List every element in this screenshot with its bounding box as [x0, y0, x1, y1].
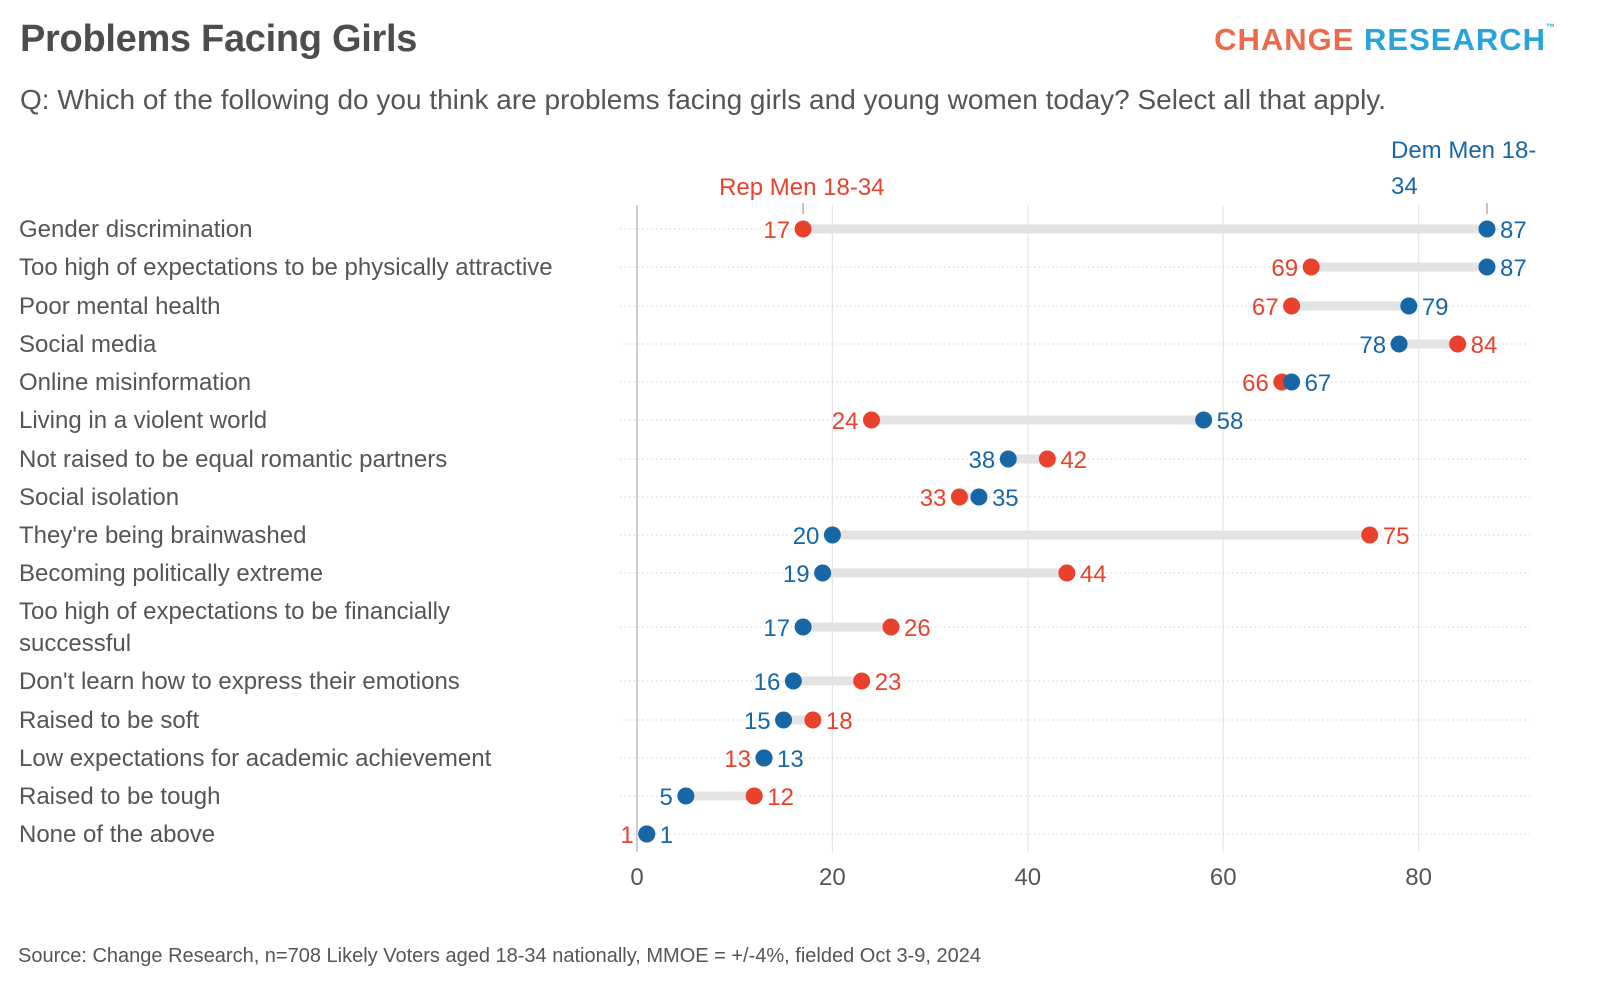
chart-subtitle: Q: Which of the following do you think a… — [20, 84, 1387, 115]
dem-dot — [1478, 220, 1496, 238]
dem-value-label: 16 — [754, 669, 781, 696]
dem-value-label: 20 — [793, 523, 820, 550]
dem-value-label: 58 — [1217, 408, 1244, 435]
rep-dot — [1038, 450, 1056, 468]
category-label: successful — [19, 630, 131, 657]
dem-dot — [1390, 335, 1408, 353]
dem-value-label: 79 — [1422, 294, 1449, 321]
dem-series-label: Dem Men 18- — [1391, 137, 1536, 164]
category-label: Too high of expectations to be physicall… — [19, 254, 553, 281]
category-label: Social media — [19, 331, 157, 358]
chart-title: Problems Facing Girls — [20, 18, 418, 60]
dem-dot — [814, 564, 832, 582]
rep-dot — [745, 787, 763, 805]
rep-value-label: 33 — [920, 485, 947, 512]
rep-value-label: 26 — [904, 615, 931, 642]
logo-trademark: ™ — [1546, 22, 1556, 32]
dem-dot — [638, 825, 656, 843]
rep-dot — [804, 711, 822, 729]
rep-dot — [882, 618, 900, 636]
logo-word-research: RESEARCH — [1364, 22, 1546, 57]
dem-series-label: 34 — [1391, 173, 1418, 200]
rep-series-label: Rep Men 18-34 — [719, 174, 884, 201]
logo-word-change: CHANGE — [1214, 22, 1355, 57]
dem-value-label: 17 — [763, 615, 790, 642]
rep-value-label: 44 — [1080, 561, 1107, 588]
category-label: They're being brainwashed — [19, 522, 306, 549]
category-label: Social isolation — [19, 484, 179, 511]
dem-value-label: 35 — [992, 485, 1019, 512]
dem-dot — [1478, 258, 1496, 276]
rep-dot — [1361, 526, 1379, 544]
rep-value-label: 24 — [832, 408, 859, 435]
rep-dot — [1449, 335, 1467, 353]
rep-value-label: 84 — [1471, 332, 1498, 359]
category-label: Raised to be soft — [19, 707, 199, 734]
dem-dot — [755, 749, 773, 767]
x-tick-label: 20 — [819, 864, 846, 891]
rep-value-label: 69 — [1271, 255, 1298, 282]
rep-value-label: 18 — [826, 708, 853, 735]
rep-value-label: 66 — [1242, 370, 1269, 397]
category-label: Poor mental health — [19, 293, 220, 320]
source-note: Source: Change Research, n=708 Likely Vo… — [18, 945, 981, 967]
dem-dot — [677, 787, 695, 805]
dem-dot — [1283, 373, 1301, 391]
x-tick-label: 0 — [630, 864, 643, 891]
dem-dot — [970, 488, 988, 506]
rep-value-label: 17 — [763, 217, 790, 244]
dem-value-label: 87 — [1500, 217, 1527, 244]
rep-dot — [853, 672, 871, 690]
rep-dot — [862, 411, 880, 429]
category-label: Raised to be tough — [19, 783, 220, 810]
rep-value-label: 1 — [620, 822, 633, 849]
dem-value-label: 78 — [1359, 332, 1386, 359]
rep-value-label: 12 — [767, 784, 794, 811]
dem-value-label: 15 — [744, 708, 771, 735]
dumbbell-chart: 0 20 40 60 80 Gender discrimination 17 87 Too hi… — [19, 137, 1536, 891]
rep-value-label: 75 — [1383, 523, 1410, 550]
category-label: Low expectations for academic achievemen… — [19, 745, 492, 772]
rep-dot — [794, 220, 812, 238]
dem-dot — [823, 526, 841, 544]
rep-value-label: 42 — [1060, 447, 1087, 474]
rep-value-label: 13 — [724, 746, 751, 773]
x-tick-label: 60 — [1210, 864, 1237, 891]
category-label: Online misinformation — [19, 369, 251, 396]
rep-value-label: 23 — [875, 669, 902, 696]
dem-value-label: 13 — [777, 746, 804, 773]
rep-dot — [950, 488, 968, 506]
dem-dot — [784, 672, 802, 690]
dem-dot — [1400, 297, 1418, 315]
category-label: None of the above — [19, 821, 215, 848]
x-tick-label: 40 — [1014, 864, 1041, 891]
x-tick-label: 80 — [1405, 864, 1432, 891]
rep-dot — [1058, 564, 1076, 582]
rep-dot — [1283, 297, 1301, 315]
category-label: Not raised to be equal romantic partners — [19, 446, 447, 473]
dem-value-label: 38 — [969, 447, 996, 474]
dem-dot — [794, 618, 812, 636]
dem-value-label: 19 — [783, 561, 810, 588]
dem-value-label: 5 — [659, 784, 672, 811]
rep-value-label: 67 — [1252, 294, 1279, 321]
dem-dot — [1195, 411, 1213, 429]
dem-value-label: 67 — [1305, 370, 1332, 397]
dem-dot — [775, 711, 793, 729]
dem-dot — [999, 450, 1017, 468]
rep-dot — [1302, 258, 1320, 276]
dem-value-label: 87 — [1500, 255, 1527, 282]
dem-value-label: 1 — [660, 822, 673, 849]
category-label: Gender discrimination — [19, 216, 252, 243]
change-research-logo: CHANGE RESEARCH™ — [1214, 22, 1556, 58]
category-label: Living in a violent world — [19, 407, 267, 434]
category-label: Becoming politically extreme — [19, 560, 323, 587]
category-label: Too high of expectations to be financial… — [19, 598, 450, 625]
category-label: Don't learn how to express their emotion… — [19, 668, 460, 695]
